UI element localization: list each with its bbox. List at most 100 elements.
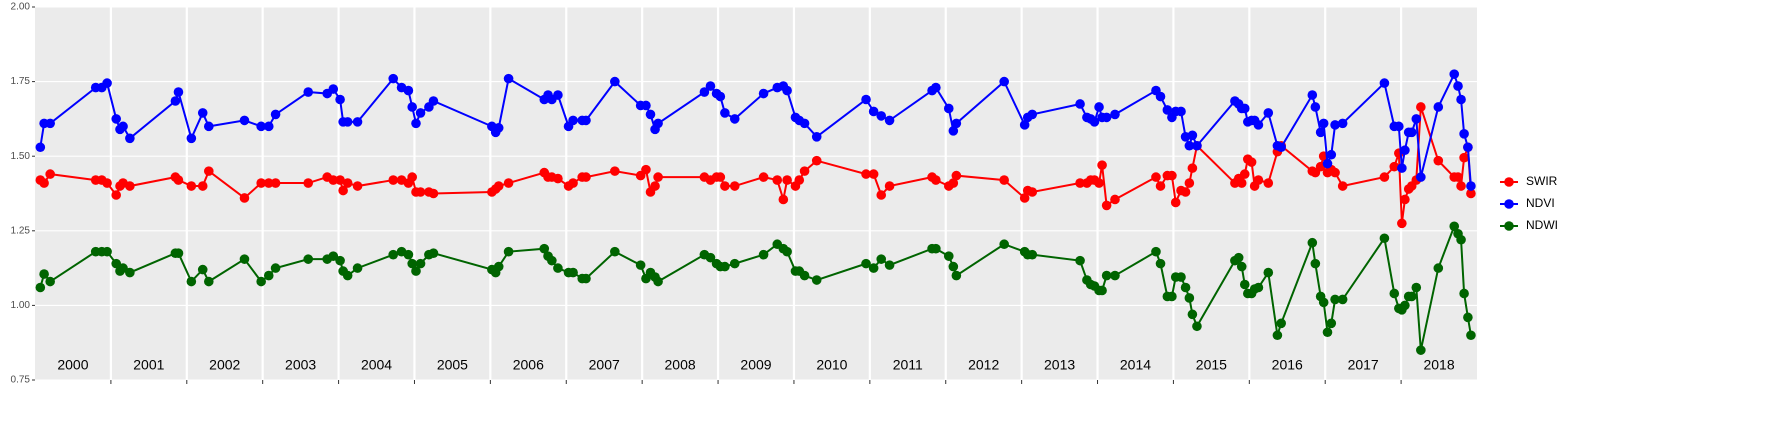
data-point (102, 246, 112, 257)
data-point (256, 121, 266, 132)
data-point (111, 190, 122, 200)
data-point (876, 111, 887, 121)
data-point (931, 82, 941, 93)
data-point (1110, 270, 1120, 281)
data-point (720, 181, 730, 191)
data-point (1151, 172, 1161, 182)
data-point (415, 258, 426, 269)
year-label: 2016 (1272, 357, 1303, 373)
data-point (1456, 94, 1466, 105)
data-point (388, 175, 399, 185)
data-point (553, 90, 563, 100)
data-point (1263, 108, 1274, 118)
data-point (197, 264, 208, 275)
data-point (503, 246, 514, 257)
data-point (203, 166, 214, 176)
data-point (868, 106, 879, 117)
data-point (335, 94, 345, 105)
year-label: 2017 (1348, 357, 1379, 373)
data-point (794, 175, 805, 185)
data-point (1330, 120, 1340, 130)
data-point (35, 282, 46, 293)
data-point (799, 118, 810, 129)
data-point (868, 169, 879, 179)
data-point (1326, 149, 1337, 160)
data-point (884, 181, 895, 191)
year-label: 2002 (209, 357, 240, 373)
data-point (1389, 288, 1400, 299)
data-point (263, 178, 274, 188)
data-point (705, 81, 716, 91)
data-point (1379, 233, 1390, 244)
data-point (1097, 285, 1107, 296)
data-point (635, 260, 646, 270)
legend-point (1504, 199, 1514, 209)
data-point (403, 85, 414, 96)
data-point (1463, 312, 1473, 323)
data-point (1233, 252, 1244, 263)
data-point (407, 102, 417, 112)
data-point (1456, 234, 1466, 245)
data-point (39, 178, 49, 188)
data-point (1416, 345, 1426, 355)
data-point (1151, 246, 1161, 257)
data-point (645, 109, 656, 120)
legend-label: NDWI (1526, 218, 1558, 232)
data-point (1466, 181, 1476, 191)
data-point (1276, 142, 1286, 153)
data-point (876, 254, 887, 264)
data-point (415, 187, 426, 197)
data-point (1263, 267, 1274, 278)
data-point (1449, 221, 1460, 232)
data-point (553, 263, 563, 273)
data-point (1315, 127, 1326, 138)
data-point (1433, 155, 1444, 166)
data-point (111, 258, 122, 269)
data-point (1466, 330, 1476, 341)
data-point (1253, 175, 1264, 185)
data-point (186, 133, 197, 144)
data-point (1176, 106, 1186, 117)
data-point (1337, 294, 1348, 305)
data-point (186, 181, 197, 191)
legend-point (1504, 221, 1514, 231)
data-point (1239, 103, 1250, 114)
data-point (705, 252, 716, 263)
data-point (173, 175, 184, 185)
data-point (1379, 78, 1390, 88)
data-point (999, 239, 1009, 250)
data-point (493, 181, 504, 191)
data-point (1167, 170, 1177, 181)
data-point (203, 121, 214, 132)
legend-point (1504, 177, 1514, 187)
data-point (197, 108, 208, 118)
data-point (581, 172, 591, 182)
data-point (1459, 288, 1469, 299)
data-point (1246, 157, 1257, 167)
data-point (503, 178, 514, 188)
data-point (1318, 297, 1329, 308)
data-point (407, 258, 417, 269)
data-point (263, 270, 274, 281)
data-point (1337, 181, 1348, 191)
data-point (799, 166, 810, 176)
data-point (173, 87, 184, 97)
data-point (1110, 109, 1120, 120)
data-point (1326, 318, 1337, 329)
year-label: 2003 (285, 357, 316, 373)
data-point (1322, 158, 1333, 169)
data-point (1406, 127, 1417, 138)
data-point (884, 115, 895, 126)
data-point (884, 260, 895, 270)
data-point (118, 263, 128, 273)
data-point (782, 175, 792, 185)
data-point (715, 172, 726, 182)
data-point (270, 263, 281, 273)
data-point (1027, 109, 1038, 120)
data-point (1330, 294, 1340, 305)
data-point (758, 172, 769, 182)
year-label: 2006 (513, 357, 544, 373)
data-point (1322, 327, 1333, 338)
data-point (1094, 178, 1104, 188)
